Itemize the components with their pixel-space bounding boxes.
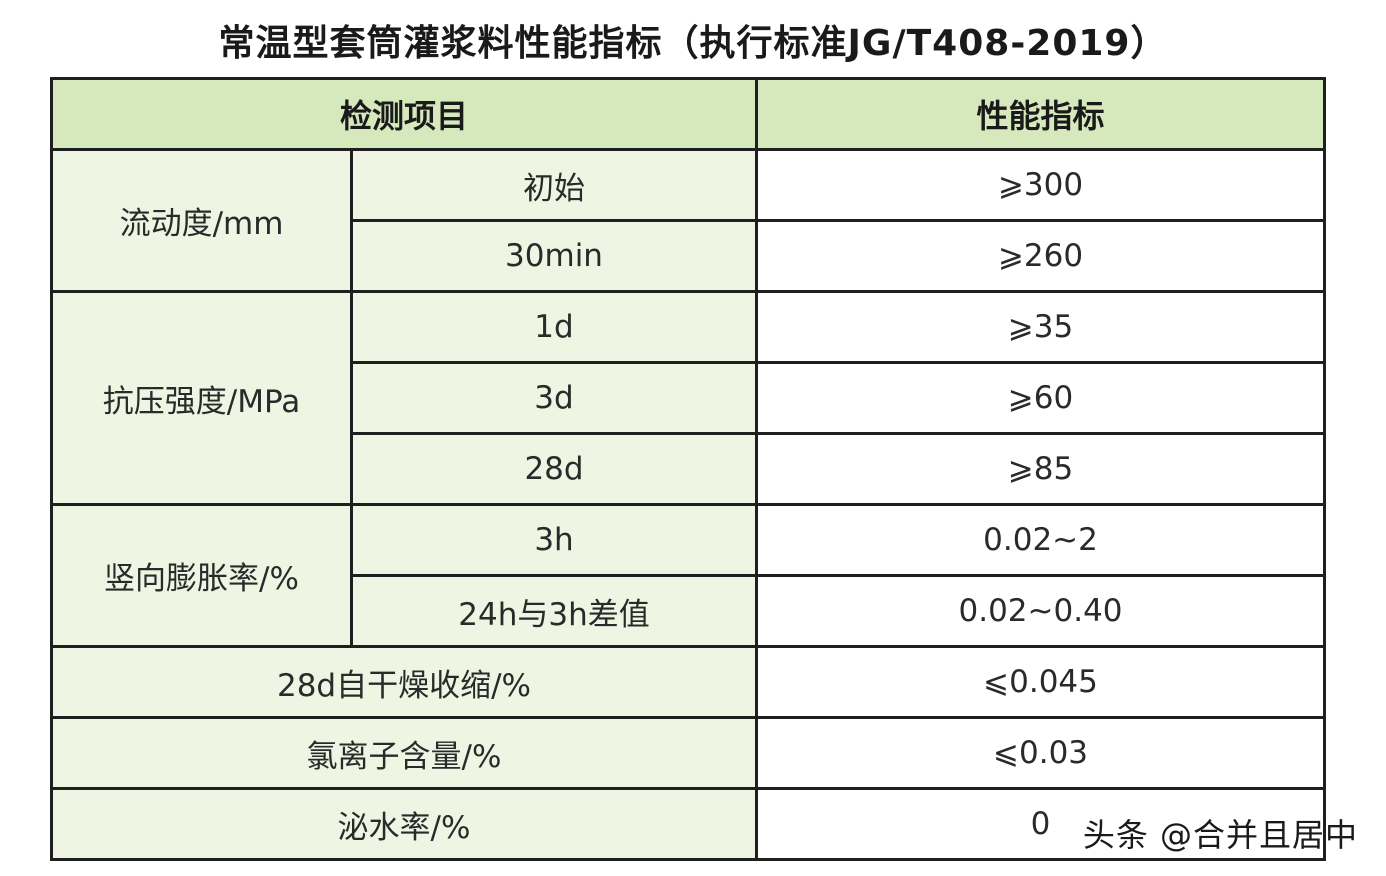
value-cell: 0	[755, 787, 1327, 861]
table-row: 氯离子含量/% ⩽0.03	[49, 716, 1327, 790]
table-row: 泌水率/% 0	[49, 787, 1327, 861]
table-row: 24h与3h差值 0.02~0.40	[52, 574, 1327, 648]
table-row: 流动度/mm 初始 ⩾300	[50, 148, 1327, 293]
header-test-item: 检测项目	[49, 77, 759, 151]
sub-item-cell: 初始	[349, 148, 759, 222]
sub-item-cell: 1d	[349, 290, 759, 364]
header-performance-indicator: 性能指标	[755, 77, 1327, 151]
value-cell: ⩾35	[755, 290, 1327, 364]
value-cell: 0.02~2	[755, 503, 1327, 577]
table-row: 30min ⩾260	[52, 219, 1327, 293]
group-label-flowability: 流动度/mm	[50, 148, 353, 293]
value-cell: ⩾260	[755, 219, 1327, 293]
table-row: 抗压强度/MPa 1d ⩾35	[50, 290, 1327, 506]
table-header-row: 检测项目 性能指标	[49, 77, 1327, 151]
page-title: 常温型套筒灌浆料性能指标（执行标准JG/T408-2019）	[218, 23, 1168, 64]
value-cell: ⩾300	[755, 148, 1327, 222]
item-label-autogenous-shrinkage: 28d自干燥收缩/%	[49, 645, 759, 719]
sub-item-cell: 28d	[349, 432, 759, 506]
sub-item-cell: 24h与3h差值	[349, 574, 759, 648]
group-label-vertical-expansion: 竖向膨胀率/%	[50, 503, 353, 648]
value-cell: ⩾85	[755, 432, 1327, 506]
table-row: 3d ⩾60	[52, 361, 1327, 435]
sub-item-cell: 3h	[349, 503, 759, 577]
sub-item-cell: 3d	[349, 361, 759, 435]
table-row: 28d ⩾85	[52, 432, 1327, 506]
value-cell: ⩽0.03	[755, 716, 1327, 790]
watermark: 头条 @合并且居中	[1082, 816, 1358, 854]
table-row: 28d自干燥收缩/% ⩽0.045	[49, 645, 1327, 719]
performance-table: 检测项目 性能指标 流动度/mm 初始 ⩾300 30min ⩾260 抗压强度…	[49, 77, 1327, 861]
table-row: 竖向膨胀率/% 3h 0.02~2	[50, 503, 1327, 648]
group-label-compressive-strength: 抗压强度/MPa	[50, 290, 353, 506]
item-label-bleeding-rate: 泌水率/%	[49, 787, 759, 861]
sub-item-cell: 30min	[349, 219, 759, 293]
value-cell: ⩽0.045	[755, 645, 1327, 719]
value-cell: 0.02~0.40	[755, 574, 1327, 648]
item-label-chloride-content: 氯离子含量/%	[49, 716, 759, 790]
value-cell: ⩾60	[755, 361, 1327, 435]
